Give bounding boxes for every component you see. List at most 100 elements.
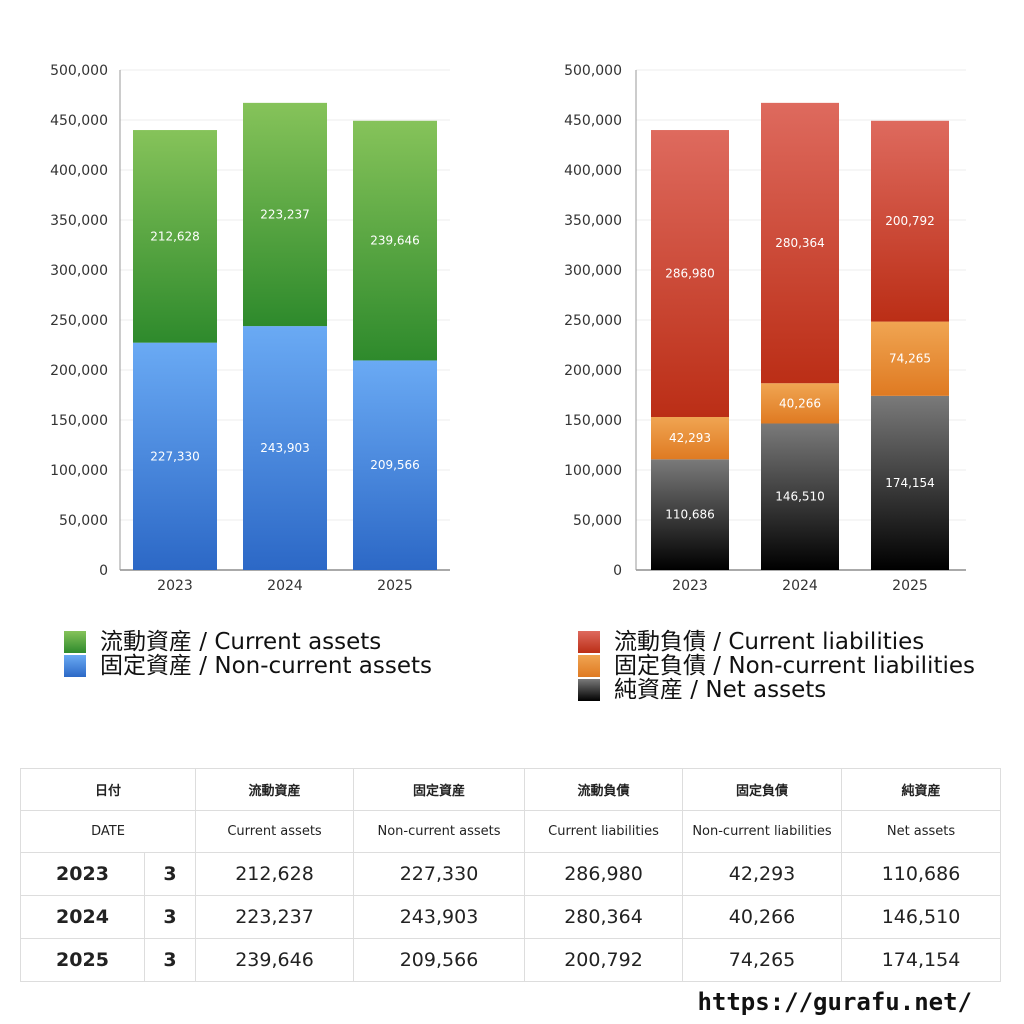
y-tick-label: 100,000 (50, 463, 108, 479)
header-current-assets-ja: 流動資産 (195, 768, 355, 811)
legend-label: 純資産 / Net assets (614, 677, 827, 703)
legend-item-current-liabilities: 流動負債 / Current liabilities (578, 630, 975, 654)
legend-item-non-current-liabilities: 固定負債 / Non-current liabilities (578, 654, 975, 678)
y-tick-label: 300,000 (50, 263, 108, 279)
bar-net-assets-2023 (651, 459, 729, 570)
x-tick-label: 2023 (157, 578, 193, 594)
row-year: 2024 (20, 895, 145, 939)
header-net-assets-en: Net assets (841, 810, 1002, 853)
row-month: 3 (143, 852, 197, 896)
swatch-net-assets (578, 679, 600, 701)
y-tick-label: 250,000 (50, 313, 108, 329)
site-url[interactable]: https://gurafu.net/ (697, 988, 972, 1016)
y-tick-label: 0 (613, 563, 622, 579)
data-label: 209,566 (370, 458, 420, 472)
table-row: 2025 3 239,646 209,566 200,792 74,265 17… (20, 938, 1002, 982)
y-tick-label: 450,000 (50, 113, 108, 129)
y-tick-label: 50,000 (59, 513, 108, 529)
legend-item-non-current-assets: 固定資産 / Non-current assets (64, 654, 432, 678)
header-current-liabilities-en: Current liabilities (524, 810, 684, 853)
y-tick-label: 100,000 (564, 463, 622, 479)
y-tick-label: 250,000 (564, 313, 622, 329)
charts-canvas: 0 50,000 100,000 150,000 200,000 250,000 300,0… (50, 63, 966, 594)
data-label: 74,265 (889, 352, 931, 366)
x-tick-label: 2024 (267, 578, 303, 594)
data-label: 212,628 (150, 229, 200, 243)
swatch-non-current-assets (64, 655, 86, 677)
data-label: 174,154 (885, 476, 935, 490)
bar-non-current-assets-2024 (243, 326, 327, 570)
data-label: 280,364 (775, 236, 825, 250)
data-label: 200,792 (885, 214, 935, 228)
financial-data-table: 日付 流動資産 固定資産 流動負債 固定負債 純資産 DATE Current … (19, 768, 1002, 982)
data-label: 42,293 (669, 431, 711, 445)
data-label: 40,266 (779, 396, 821, 410)
header-non-current-liabilities-en: Non-current liabilities (682, 810, 843, 853)
header-current-liabilities-ja: 流動負債 (524, 768, 684, 811)
cell-non-current-assets: 209,566 (353, 938, 526, 982)
legend-label: 固定負債 / Non-current liabilities (614, 653, 975, 679)
cell-net-assets: 110,686 (841, 852, 1002, 896)
header-date-en: DATE (19, 810, 197, 853)
cell-current-liabilities: 280,364 (524, 895, 684, 939)
header-current-assets-en: Current assets (195, 810, 355, 853)
cell-current-liabilities: 286,980 (524, 852, 684, 896)
data-label: 110,686 (665, 508, 715, 522)
cell-current-assets: 212,628 (195, 852, 355, 896)
legend-item-current-assets: 流動資産 / Current assets (64, 630, 432, 654)
bar-net-assets-2024 (761, 423, 839, 570)
cell-non-current-assets: 227,330 (353, 852, 526, 896)
swatch-non-current-liabilities (578, 655, 600, 677)
legend-label: 固定資産 / Non-current assets (100, 653, 433, 679)
y-tick-label: 450,000 (564, 113, 622, 129)
cell-non-current-assets: 243,903 (353, 895, 526, 939)
y-tick-label: 400,000 (50, 163, 108, 179)
bar-current-liabilities-2024 (761, 102, 839, 384)
header-non-current-assets-ja: 固定資産 (353, 768, 526, 811)
bar-non-current-assets-2025 (353, 360, 437, 570)
y-tick-label: 300,000 (564, 263, 622, 279)
x-tick-label: 2025 (377, 578, 413, 594)
cell-net-assets: 146,510 (841, 895, 1002, 939)
y-tick-label: 200,000 (50, 363, 108, 379)
liabilities-chart: 0 50,000 100,000 150,000 200,000 250,000 300,0… (564, 63, 966, 594)
legend-label: 流動資産 / Current assets (100, 629, 382, 655)
y-tick-label: 150,000 (50, 413, 108, 429)
bar-current-assets-2024 (243, 102, 327, 327)
header-non-current-assets-en: Non-current assets (353, 810, 526, 853)
table-row: 2023 3 212,628 227,330 286,980 42,293 11… (20, 852, 1002, 896)
cell-current-assets: 239,646 (195, 938, 355, 982)
legend-item-net-assets: 純資産 / Net assets (578, 678, 975, 702)
data-label: 227,330 (150, 449, 200, 463)
y-tick-label: 400,000 (564, 163, 622, 179)
bar-current-liabilities-2023 (651, 130, 729, 418)
data-label: 223,237 (260, 207, 310, 221)
cell-non-current-liabilities: 74,265 (682, 938, 843, 982)
legend-label: 流動負債 / Current liabilities (614, 629, 925, 655)
y-tick-label: 350,000 (564, 213, 622, 229)
header-non-current-liabilities-ja: 固定負債 (682, 768, 843, 811)
data-label: 243,903 (260, 441, 310, 455)
y-tick-label: 500,000 (564, 63, 622, 79)
header-date-ja: 日付 (19, 768, 197, 811)
cell-current-liabilities: 200,792 (524, 938, 684, 982)
swatch-current-liabilities (578, 631, 600, 653)
assets-chart: 0 50,000 100,000 150,000 200,000 250,000 300,0… (50, 63, 450, 594)
y-tick-label: 350,000 (50, 213, 108, 229)
bar-non-current-liabilities-2025 (871, 321, 949, 396)
data-label: 146,510 (775, 490, 825, 504)
y-tick-label: 0 (99, 563, 108, 579)
cell-current-assets: 223,237 (195, 895, 355, 939)
y-tick-label: 50,000 (573, 513, 622, 529)
x-tick-label: 2024 (782, 578, 818, 594)
row-year: 2023 (20, 852, 145, 896)
row-month: 3 (143, 938, 197, 982)
x-tick-label: 2025 (892, 578, 928, 594)
liabilities-legend: 流動負債 / Current liabilities 固定負債 / Non-cu… (578, 630, 975, 702)
y-tick-label: 150,000 (564, 413, 622, 429)
bar-non-current-assets-2023 (133, 342, 217, 570)
bar-current-assets-2025 (353, 120, 437, 361)
bar-net-assets-2025 (871, 395, 949, 570)
cell-non-current-liabilities: 40,266 (682, 895, 843, 939)
header-net-assets-ja: 純資産 (841, 768, 1002, 811)
